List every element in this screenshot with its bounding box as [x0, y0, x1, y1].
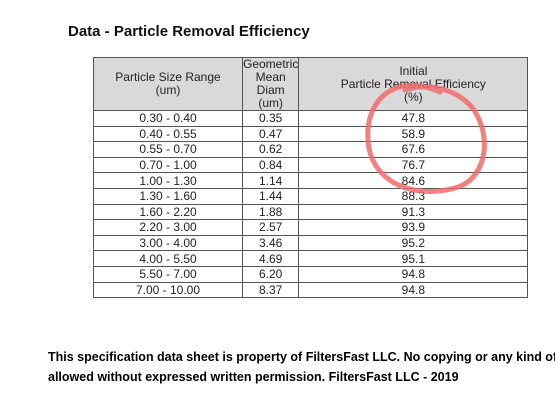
table-cell: 95.1	[298, 250, 529, 267]
table-cell: 0.35	[241, 110, 300, 127]
table-row: 0.30 - 0.40 0.35 47.8	[93, 110, 529, 127]
table-cell: 67.6	[298, 141, 529, 158]
table-cell: 1.88	[241, 203, 300, 221]
table-row: 3.00 - 4.00 3.46 95.2	[93, 234, 529, 252]
table-cell: 2.20 - 3.00	[93, 219, 243, 236]
header-line: (%)	[404, 89, 423, 104]
table-cell: 76.7	[298, 156, 529, 174]
table-row: 1.00 - 1.30 1.14 84.6	[93, 172, 529, 189]
table-cell: 3.00 - 4.00	[93, 234, 243, 252]
table-row: 5.50 - 7.00 6.20 94.8	[93, 265, 529, 283]
header-line: Mean Diam	[255, 70, 286, 97]
header-line: Initial	[399, 63, 428, 78]
table-cell: 0.62	[241, 141, 300, 158]
table-cell: 0.84	[241, 156, 300, 174]
header-line: (um)	[155, 83, 181, 97]
table-row: 0.40 - 0.55 0.47 58.9	[93, 125, 529, 143]
table-cell: 0.55 - 0.70	[93, 141, 243, 158]
table-cell: 1.60 - 2.20	[93, 203, 243, 221]
table-row: 1.30 - 1.60 1.44 88.3	[93, 187, 529, 205]
header-cell: Initial Particle Removal Efficiency (%)	[298, 57, 529, 111]
table-cell: 7.00 - 10.00	[93, 281, 243, 299]
table-cell: 5.50 - 7.00	[93, 265, 243, 283]
table-cell: 1.00 - 1.30	[93, 172, 243, 189]
header-row: Particle Size Range (um) Geometric Mean Dia…	[93, 57, 529, 111]
table-cell: 84.6	[298, 172, 529, 189]
table-cell: 93.9	[298, 219, 529, 236]
title: Data - Particle Removal Efficiency	[68, 23, 310, 40]
table-cell: 1.44	[241, 187, 300, 205]
efficiency-table: Particle Size Range (um) Geometric Mean Dia…	[93, 57, 529, 299]
table-cell: 0.30 - 0.40	[93, 110, 243, 127]
header-cell: Particle Size Range (um)	[93, 57, 243, 111]
table-body: 0.30 - 0.40 0.35 47.8 0.40 - 0.55 0.47 58.9 0.…	[93, 110, 529, 299]
table-cell: 0.40 - 0.55	[93, 125, 243, 143]
table-cell: 4.00 - 5.50	[93, 250, 243, 267]
table-cell: 47.8	[298, 110, 529, 127]
table-cell: 8.37	[241, 281, 300, 299]
table-cell: 6.20	[241, 265, 300, 283]
footer-line: This specification data sheet is propert…	[48, 350, 555, 364]
table-row: 4.00 - 5.50 4.69 95.1	[93, 250, 529, 267]
table-cell: 95.2	[298, 234, 529, 252]
table-cell: 1.14	[241, 172, 300, 189]
header-cell: Geometric Mean Diam (um)	[241, 57, 300, 111]
footer: This specification data sheet is propert…	[48, 347, 555, 387]
table-row: 2.20 - 3.00 2.57 93.9	[93, 219, 529, 236]
table-cell: 3.46	[241, 234, 300, 252]
header-line: Geometric	[243, 57, 299, 71]
table-cell: 1.30 - 1.60	[93, 187, 243, 205]
table-row: 0.70 - 1.00 0.84 76.7	[93, 156, 529, 174]
table-row: 1.60 - 2.20 1.88 91.3	[93, 203, 529, 221]
table-cell: 2.57	[241, 219, 300, 236]
table-cell: 58.9	[298, 125, 529, 143]
header-line: Particle Removal Efficiency	[340, 76, 486, 91]
header-line: (um)	[258, 96, 284, 110]
table-cell: 4.69	[241, 250, 300, 267]
table-cell: 94.8	[298, 265, 529, 283]
table-cell: 88.3	[298, 187, 529, 205]
table-row: 0.55 - 0.70 0.62 67.6	[93, 141, 529, 158]
table-cell: 0.47	[241, 125, 300, 143]
footer-line: allowed without expressed written permis…	[48, 370, 459, 384]
table-cell: 0.70 - 1.00	[93, 156, 243, 174]
table-row: 7.00 - 10.00 8.37 94.8	[93, 281, 529, 299]
table-cell: 94.8	[298, 281, 529, 299]
table-cell: 91.3	[298, 203, 529, 221]
header-line: Particle Size Range	[115, 70, 221, 84]
